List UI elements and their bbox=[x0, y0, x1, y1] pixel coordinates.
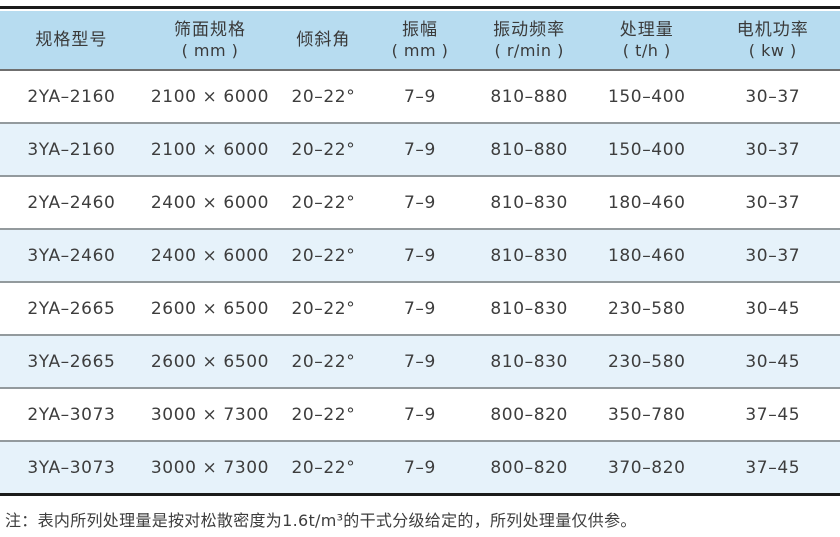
table-cell: 7–9 bbox=[369, 282, 471, 336]
table-row: 3YA–2460 2400 × 6000 20–22° 7–9 810–830 180–4… bbox=[0, 229, 840, 283]
table-cell: 20–22° bbox=[277, 229, 370, 283]
table-cell: 20–22° bbox=[277, 123, 370, 177]
table-cell: 2600 × 6500 bbox=[142, 282, 278, 336]
table-cell: 230–580 bbox=[587, 282, 706, 336]
table-cell: 150–400 bbox=[587, 123, 706, 177]
table-cell: 7–9 bbox=[369, 70, 471, 124]
table-cell: 37–45 bbox=[705, 441, 840, 496]
table-cell: 800–820 bbox=[470, 388, 588, 442]
table-cell: 800–820 bbox=[470, 441, 588, 496]
table-cell: 2400 × 6000 bbox=[142, 176, 278, 230]
table-cell: 20–22° bbox=[277, 335, 370, 389]
table-cell: 810–880 bbox=[470, 123, 588, 177]
table-cell: 3YA–2665 bbox=[0, 335, 143, 389]
table-cell: 2YA–2665 bbox=[0, 282, 143, 336]
table-cell: 350–780 bbox=[587, 388, 706, 442]
rule-gap bbox=[0, 9, 840, 11]
table-cell: 810–880 bbox=[470, 70, 588, 124]
table-cell: 2YA–3073 bbox=[0, 388, 143, 442]
table-cell: 180–460 bbox=[587, 176, 706, 230]
table-cell: 3000 × 7300 bbox=[142, 388, 278, 442]
table-cell: 810–830 bbox=[470, 176, 588, 230]
table-cell: 20–22° bbox=[277, 388, 370, 442]
table-cell: 2YA–2460 bbox=[0, 176, 143, 230]
table-cell: 7–9 bbox=[369, 441, 471, 496]
table-cell: 810–830 bbox=[470, 229, 588, 283]
table-cell: 370–820 bbox=[587, 441, 706, 496]
table-cell: 7–9 bbox=[369, 176, 471, 230]
column-header: 倾斜角 bbox=[277, 11, 370, 71]
spec-table: 规格型号 筛面规格( mm ) 倾斜角 振幅( mm ) 振动频率( r/min ) 处理… bbox=[0, 11, 840, 496]
table-cell: 30–37 bbox=[705, 229, 840, 283]
table-cell: 20–22° bbox=[277, 282, 370, 336]
table-header: 规格型号 筛面规格( mm ) 倾斜角 振幅( mm ) 振动频率( r/min ) 处理… bbox=[0, 11, 840, 71]
table-cell: 7–9 bbox=[369, 123, 471, 177]
table-row: 3YA–3073 3000 × 7300 20–22° 7–9 800–820 370–8… bbox=[0, 441, 840, 496]
column-header: 电机功率( kw ) bbox=[705, 11, 840, 71]
table-cell: 7–9 bbox=[369, 229, 471, 283]
table-cell: 3YA–3073 bbox=[0, 441, 143, 496]
column-header: 振动频率( r/min ) bbox=[470, 11, 588, 71]
table-cell: 20–22° bbox=[277, 176, 370, 230]
table-cell: 2600 × 6500 bbox=[142, 335, 278, 389]
table-cell: 810–830 bbox=[470, 282, 588, 336]
table-cell: 30–37 bbox=[705, 176, 840, 230]
table-row: 2YA–2665 2600 × 6500 20–22° 7–9 810–830 230–5… bbox=[0, 282, 840, 336]
column-header: 规格型号 bbox=[0, 11, 143, 71]
table-cell: 37–45 bbox=[705, 388, 840, 442]
table-row: 2YA–3073 3000 × 7300 20–22° 7–9 800–820 350–7… bbox=[0, 388, 840, 442]
table-row: 3YA–2160 2100 × 6000 20–22° 7–9 810–880 150–4… bbox=[0, 123, 840, 177]
table-top-rule bbox=[0, 6, 840, 9]
table-body: 2YA–2160 2100 × 6000 20–22° 7–9 810–880 150–4… bbox=[0, 70, 840, 496]
table-cell: 30–37 bbox=[705, 70, 840, 124]
table-cell: 2100 × 6000 bbox=[142, 70, 278, 124]
table-cell: 7–9 bbox=[369, 335, 471, 389]
table-row: 2YA–2460 2400 × 6000 20–22° 7–9 810–830 180–4… bbox=[0, 176, 840, 230]
table-cell: 3000 × 7300 bbox=[142, 441, 278, 496]
header-row: 规格型号 筛面规格( mm ) 倾斜角 振幅( mm ) 振动频率( r/min ) 处理… bbox=[0, 11, 840, 71]
table-cell: 30–45 bbox=[705, 282, 840, 336]
table-cell: 150–400 bbox=[587, 70, 706, 124]
table-cell: 2400 × 6000 bbox=[142, 229, 278, 283]
table-cell: 30–45 bbox=[705, 335, 840, 389]
table-cell: 7–9 bbox=[369, 388, 471, 442]
table-cell: 2100 × 6000 bbox=[142, 123, 278, 177]
table-cell: 180–460 bbox=[587, 229, 706, 283]
table-cell: 20–22° bbox=[277, 70, 370, 124]
column-header: 振幅( mm ) bbox=[369, 11, 471, 71]
column-header: 处理量( t/h ) bbox=[587, 11, 706, 71]
table-cell: 3YA–2160 bbox=[0, 123, 143, 177]
footnote: 注：表内所列处理量是按对松散密度为1.6t/m³的干式分级给定的，所列处理量仅供… bbox=[5, 511, 637, 530]
table-cell: 20–22° bbox=[277, 441, 370, 496]
table-cell: 230–580 bbox=[587, 335, 706, 389]
table-cell: 810–830 bbox=[470, 335, 588, 389]
table-row: 3YA–2665 2600 × 6500 20–22° 7–9 810–830 230–5… bbox=[0, 335, 840, 389]
table-cell: 3YA–2460 bbox=[0, 229, 143, 283]
table-cell: 30–37 bbox=[705, 123, 840, 177]
table-cell: 2YA–2160 bbox=[0, 70, 143, 124]
column-header: 筛面规格( mm ) bbox=[142, 11, 278, 71]
table-row: 2YA–2160 2100 × 6000 20–22° 7–9 810–880 150–4… bbox=[0, 70, 840, 124]
